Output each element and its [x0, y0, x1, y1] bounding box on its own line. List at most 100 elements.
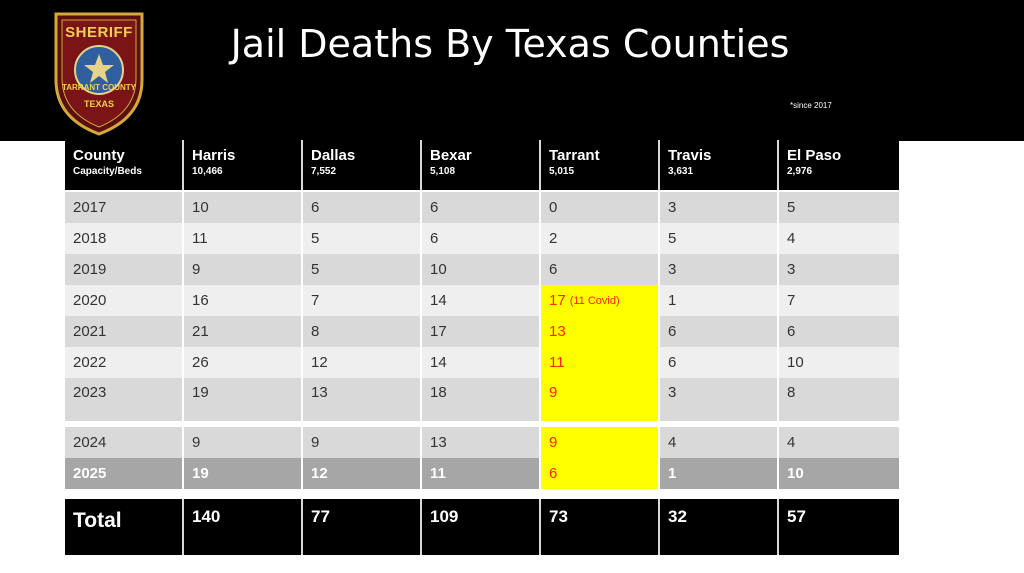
county-name: Travis	[668, 147, 712, 164]
table-cell: 6	[303, 192, 422, 223]
total-cell: 77	[303, 499, 422, 555]
table-row: 2025 19 12 11 6 1 10	[65, 458, 899, 489]
table-cell: 10	[422, 254, 541, 285]
total-cell: 109	[422, 499, 541, 555]
table-cell: 7	[303, 285, 422, 316]
value: 17	[549, 292, 566, 309]
year-label: 2017	[73, 199, 107, 216]
table-row: 2024 9 9 13 9 4 4	[65, 427, 899, 458]
table-cell: 6	[422, 192, 541, 223]
value: 9	[192, 434, 201, 451]
year-label: 2022	[73, 354, 107, 371]
table-cell: 17	[422, 316, 541, 347]
total-cell: 32	[660, 499, 779, 555]
total-value: 73	[549, 507, 568, 526]
header-cell: Dallas 7,552	[303, 140, 422, 190]
county-beds: 10,466	[192, 166, 223, 177]
value: 21	[192, 323, 209, 340]
value: 9	[311, 434, 320, 451]
value: 9	[549, 434, 558, 451]
covid-note: (11 Covid)	[569, 294, 620, 307]
value: 3	[668, 261, 677, 278]
table-cell: 10	[779, 347, 899, 378]
table-cell: 14	[422, 347, 541, 378]
badge-county-text: TARRANT COUNTY	[61, 83, 137, 92]
county-beds: 2,976	[787, 166, 813, 177]
header-cell: County Capacity/Beds	[65, 140, 184, 190]
year-label: 2024	[73, 434, 107, 451]
table-cell: 4	[779, 427, 899, 458]
value: 6	[668, 323, 677, 340]
table-row: 2019 9 5 10 6 3 3	[65, 254, 899, 285]
value: 11	[192, 230, 208, 247]
value: 10	[430, 261, 447, 278]
table-cell: 3	[660, 254, 779, 285]
value: 5	[787, 199, 796, 216]
year-cell: 2022	[65, 347, 184, 378]
table-cell: 12	[303, 347, 422, 378]
year-cell: 2018	[65, 223, 184, 254]
tarrant-highlight-cell: 13	[541, 316, 660, 347]
value: 4	[787, 230, 796, 247]
table-row: 2021 21 8 17 13 6 6	[65, 316, 899, 347]
value: 1	[668, 292, 677, 309]
table-cell: 26	[184, 347, 303, 378]
value: 3	[668, 384, 677, 401]
table-cell: 16	[184, 285, 303, 316]
table-cell: 9	[184, 254, 303, 285]
year-label: 2025	[73, 465, 107, 482]
total-cell: 57	[779, 499, 899, 555]
value: 13	[430, 434, 447, 451]
county-name: Tarrant	[549, 147, 600, 164]
table-cell: 5	[779, 192, 899, 223]
page-title: Jail Deaths By Texas Counties	[230, 22, 790, 66]
county-name: El Paso	[787, 147, 842, 164]
table-cell: 10	[184, 192, 303, 223]
table-cell: 5	[660, 223, 779, 254]
value: 10	[787, 354, 804, 371]
value: 6	[430, 199, 439, 216]
table-cell: 9	[303, 427, 422, 458]
total-row: Total 140 77 109 73 32 57	[65, 499, 899, 555]
value: 3	[787, 261, 796, 278]
year-cell: 2023	[65, 378, 184, 421]
header-cell: El Paso 2,976	[779, 140, 899, 190]
year-label: 2020	[73, 292, 107, 309]
table-cell: 11	[422, 458, 541, 489]
value: 8	[787, 384, 796, 401]
tarrant-highlight-cell: 9	[541, 427, 660, 458]
table-cell: 0	[541, 192, 660, 223]
tarrant-highlight-cell: 6	[541, 458, 660, 489]
value: 11	[549, 354, 565, 371]
value: 16	[192, 292, 209, 309]
total-cell: 140	[184, 499, 303, 555]
value: 8	[311, 323, 320, 340]
value: 2	[549, 230, 558, 247]
tarrant-highlight-cell: 11	[541, 347, 660, 378]
county-beds: 5,015	[549, 166, 575, 177]
value: 4	[787, 434, 796, 451]
year-cell: 2024	[65, 427, 184, 458]
table-cell: 8	[779, 378, 899, 421]
total-value: 77	[311, 507, 330, 526]
table-cell: 6	[541, 254, 660, 285]
table-cell: 8	[303, 316, 422, 347]
table-cell: 12	[303, 458, 422, 489]
value: 6	[311, 199, 320, 216]
value: 6	[430, 230, 439, 247]
value: 7	[787, 292, 796, 309]
table-cell: 21	[184, 316, 303, 347]
table-header-row: County Capacity/Beds Harris 10,466 Dallas 7,5…	[65, 140, 899, 190]
header-cell: Tarrant 5,015	[541, 140, 660, 190]
value: 17	[430, 323, 447, 340]
table-cell: 18	[422, 378, 541, 421]
value: 13	[311, 384, 328, 401]
table-cell: 4	[660, 427, 779, 458]
table-cell: 3	[660, 378, 779, 421]
value: 6	[549, 261, 558, 278]
value: 19	[192, 384, 209, 401]
county-beds: 5,108	[430, 166, 456, 177]
table-cell: 5	[303, 254, 422, 285]
table-row: 2017 10 6 6 0 3 5	[65, 192, 899, 223]
sheriff-badge-icon: SHERIFF TARRANT COUNTY TEXAS	[50, 10, 148, 136]
